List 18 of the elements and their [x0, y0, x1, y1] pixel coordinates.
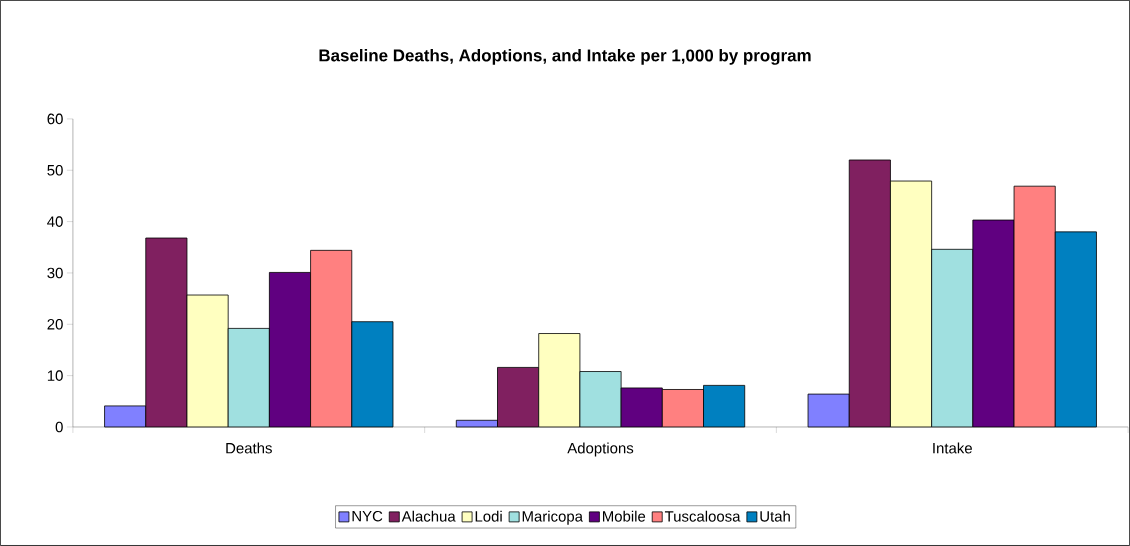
legend-label: Maricopa	[522, 510, 583, 525]
x-tick-label: Adoptions	[567, 442, 634, 457]
legend-label: Tuscaloosa	[664, 510, 741, 522]
y-tick-label: 40	[47, 216, 63, 227]
legend-label: Lodi	[475, 510, 502, 522]
legend-label: Alachua	[401, 510, 456, 522]
legend-label: NYC	[352, 510, 383, 522]
legend-label: Mobile	[603, 510, 646, 522]
y-tick-label: 60	[47, 113, 63, 125]
y-tick-label: 10	[47, 370, 63, 381]
legend-label: Utah	[760, 510, 790, 522]
y-tick-label: 50	[47, 165, 63, 176]
chart-title: Baseline Deaths, Adoptions, and Intake per 1,000 by program	[319, 49, 811, 65]
x-tick-label: Deaths	[226, 442, 272, 454]
y-tick-label: 20	[47, 319, 63, 330]
x-tick-label: Intake	[933, 442, 972, 454]
y-tick-label: 30	[47, 267, 63, 279]
y-tick-label: 0	[55, 421, 63, 433]
